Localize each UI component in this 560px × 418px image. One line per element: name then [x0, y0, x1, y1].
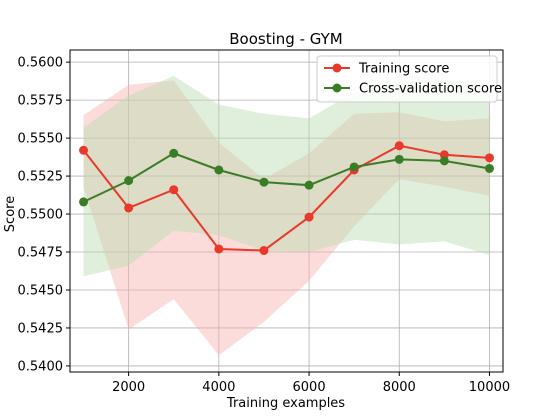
data-point: [304, 212, 314, 222]
data-point: [259, 245, 269, 255]
confidence-band-1: [83, 74, 490, 277]
data-point: [394, 154, 404, 164]
data-point: [484, 153, 494, 163]
chart-title: Boosting - GYM: [229, 30, 342, 48]
y-axis-label: Score: [3, 196, 18, 232]
data-point: [169, 148, 179, 158]
series-line-1: [83, 152, 490, 203]
y-tick-label: 0.5425: [18, 321, 64, 336]
data-point: [349, 162, 359, 172]
x-tick-label: 10000: [469, 380, 510, 395]
data-point: [304, 180, 314, 190]
x-tick-label: 4000: [202, 380, 235, 395]
data-point: [394, 141, 404, 151]
legend-box: [316, 55, 498, 103]
data-point: [484, 163, 494, 173]
y-tick-label: 0.5475: [18, 246, 64, 261]
plot-area: 2000 4000 6000 8000 10000 0.5400 0.5425 0.5450 0…: [18, 49, 510, 395]
legend-marker-1: [332, 83, 342, 93]
legend: Training score Cross-validation score: [316, 55, 502, 103]
y-tick-label: 0.5550: [18, 132, 64, 147]
x-tick-label: 8000: [383, 380, 416, 395]
data-point: [259, 177, 269, 187]
y-tick-label: 0.5575: [18, 94, 64, 109]
y-tick-label: 0.5525: [18, 170, 64, 185]
y-tick-label: 0.5450: [18, 283, 64, 298]
x-tick-label: 2000: [112, 380, 145, 395]
x-tick-label: 6000: [293, 380, 326, 395]
y-tick-label: 0.5500: [18, 208, 64, 223]
y-tick-label: 0.5400: [18, 359, 64, 374]
data-point: [439, 156, 449, 166]
confidence-band-0: [83, 80, 490, 356]
legend-label-0: Training score: [358, 62, 449, 77]
y-tick-label: 0.5600: [18, 56, 64, 71]
data-point: [214, 244, 224, 254]
legend-label-1: Cross-validation score: [359, 82, 502, 97]
legend-marker-0: [332, 63, 342, 73]
data-point: [124, 203, 134, 213]
data-point: [214, 165, 224, 175]
data-point: [124, 176, 134, 186]
data-point: [169, 185, 179, 195]
axes-frame: [69, 49, 504, 373]
data-point: [79, 197, 89, 207]
series-line-0: [82, 144, 490, 252]
x-axis-label: Training examples: [226, 396, 345, 411]
data-point: [79, 145, 89, 155]
